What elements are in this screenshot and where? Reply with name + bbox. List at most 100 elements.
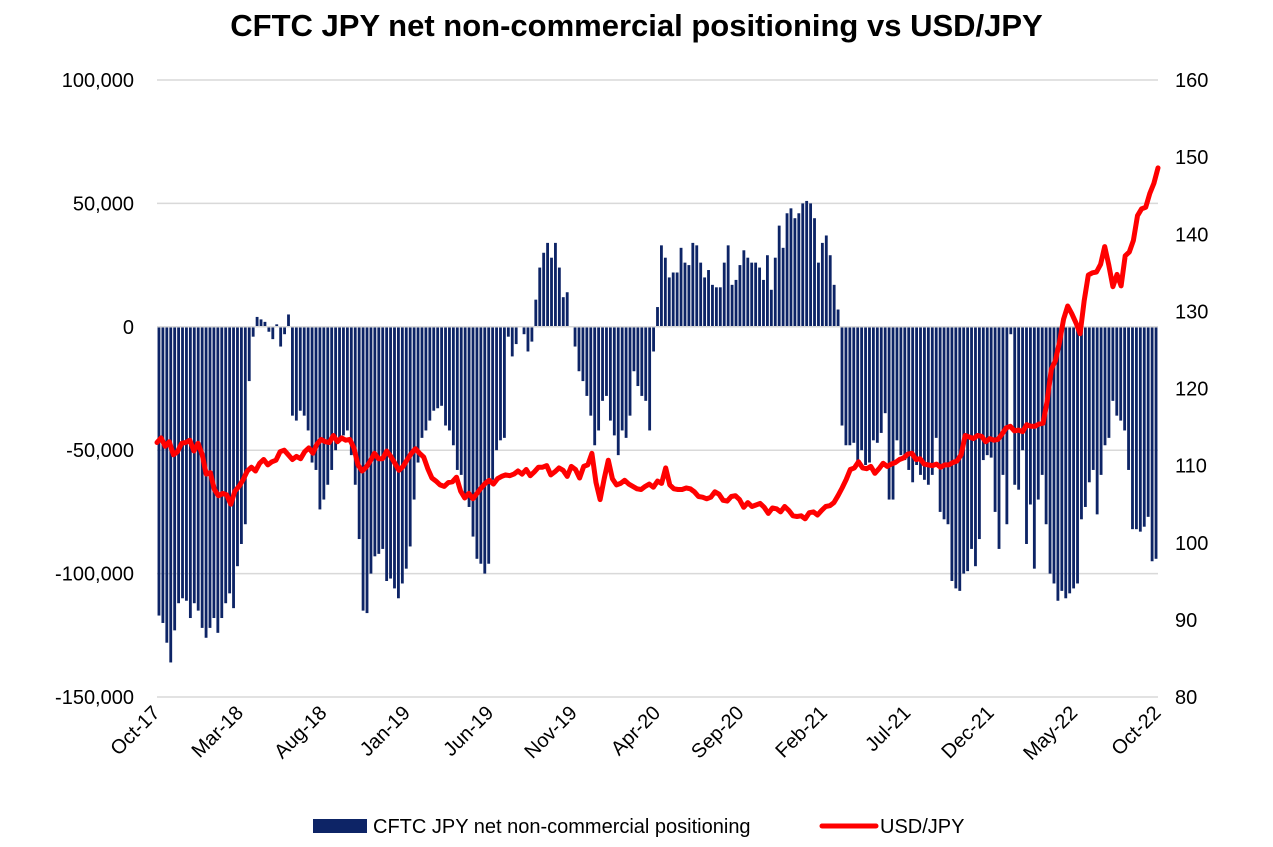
bar [1103, 326, 1107, 446]
bar [228, 326, 232, 594]
right-tick-label: 90 [1175, 610, 1197, 632]
bar [683, 262, 687, 327]
legend-label-positioning: CFTC JPY net non-commercial positioning [373, 816, 751, 838]
bar [793, 218, 797, 327]
bar [239, 326, 243, 544]
bar [852, 326, 856, 443]
bar [879, 326, 883, 433]
bar [585, 326, 589, 396]
bar [271, 326, 275, 340]
bar [656, 307, 659, 327]
bar [1107, 326, 1111, 438]
bar [950, 326, 954, 582]
left-tick-label: -50,000 [66, 440, 134, 462]
bar [467, 326, 471, 507]
bar [699, 262, 703, 327]
bar [1001, 326, 1005, 475]
bar [365, 326, 369, 614]
bar [714, 287, 718, 327]
bar [679, 247, 683, 327]
bar [930, 326, 934, 475]
right-tick-label: 160 [1175, 70, 1208, 92]
bar [1138, 326, 1142, 532]
left-axis-ticks: 100,000 50,000 0 -50,000 -100,000 -150,000 [55, 70, 134, 709]
bar [177, 326, 181, 604]
bar [400, 326, 404, 584]
x-tick-label: Oct-22 [1108, 702, 1166, 760]
bar [722, 262, 726, 327]
bar [605, 326, 608, 396]
bar [805, 200, 809, 327]
x-tick-label: Oct-17 [107, 702, 165, 760]
bar [907, 326, 911, 470]
bar [1068, 326, 1072, 594]
bar [809, 203, 813, 327]
bar [915, 326, 918, 466]
bar [1115, 326, 1119, 416]
bar [416, 326, 420, 463]
bar [801, 203, 805, 327]
bar [691, 242, 695, 327]
bar [306, 326, 310, 431]
bar [1029, 326, 1032, 505]
bar [844, 326, 848, 446]
right-axis-ticks: 160 150 140 130 120 110 100 90 80 [1175, 70, 1208, 709]
bar [860, 326, 864, 451]
bar [663, 257, 667, 327]
bar [985, 326, 989, 456]
bar [628, 326, 632, 416]
bar [919, 326, 922, 475]
bar [338, 326, 341, 441]
bar [565, 292, 569, 327]
bar [302, 326, 306, 416]
bar [781, 247, 785, 327]
bar [526, 326, 530, 352]
bar [856, 326, 860, 463]
bar [451, 326, 455, 446]
bar [224, 326, 228, 604]
bar [1095, 326, 1099, 515]
left-tick-label: -150,000 [55, 687, 134, 709]
bar [495, 326, 498, 451]
bar [436, 326, 440, 409]
right-tick-label: 80 [1175, 687, 1197, 709]
bar [593, 326, 597, 446]
bar [1021, 326, 1024, 451]
bar [345, 326, 349, 431]
bar [789, 208, 793, 327]
bar [675, 272, 679, 327]
bar [510, 326, 514, 357]
bar [483, 326, 487, 574]
bar [769, 289, 773, 327]
bar [173, 326, 177, 631]
bar [1142, 326, 1146, 527]
bar [875, 326, 879, 443]
bar [310, 326, 314, 463]
bar [777, 225, 781, 327]
chart-title: CFTC JPY net non-commercial positioning … [230, 8, 1043, 43]
bar [314, 326, 318, 470]
bar [428, 326, 432, 421]
bar [216, 326, 220, 633]
bar [616, 326, 620, 456]
bar [1048, 326, 1052, 574]
bar [275, 324, 279, 327]
x-axis-ticks: Oct-17 Mar-18 Aug-18 Jan-19 Jun-19 Nov-19 Apr-… [107, 702, 1166, 765]
bar [1044, 326, 1048, 525]
bar [840, 326, 844, 426]
bar [1056, 326, 1060, 601]
bar [165, 326, 169, 643]
bar [1017, 326, 1021, 490]
bar [1080, 326, 1083, 520]
bar [726, 245, 730, 327]
bar [758, 267, 761, 327]
bar [377, 326, 381, 554]
bar [730, 284, 734, 327]
bar [267, 326, 271, 332]
left-tick-label: -100,000 [55, 564, 134, 586]
bar [463, 326, 467, 500]
bar [636, 326, 640, 387]
x-tick-label: Nov-19 [520, 702, 581, 763]
